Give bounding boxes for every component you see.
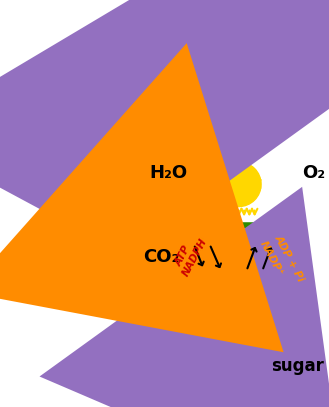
Text: H₂O: H₂O — [149, 164, 188, 182]
Circle shape — [216, 162, 261, 206]
Text: ADP + Pi: ADP + Pi — [273, 234, 306, 284]
Text: Light: Light — [215, 175, 263, 193]
Text: CO₂: CO₂ — [143, 249, 179, 267]
Text: sugar: sugar — [271, 357, 324, 375]
Text: Light reactions: Light reactions — [157, 225, 309, 243]
Text: Calvin
Cycle: Calvin Cycle — [196, 286, 268, 329]
FancyBboxPatch shape — [160, 223, 306, 244]
Text: NADP⁺: NADP⁺ — [258, 239, 285, 278]
Text: O₂: O₂ — [302, 164, 325, 182]
Ellipse shape — [162, 267, 303, 347]
Text: ATP: ATP — [173, 244, 192, 268]
Ellipse shape — [168, 274, 296, 341]
Ellipse shape — [170, 276, 294, 339]
Text: NADPH: NADPH — [181, 237, 209, 278]
